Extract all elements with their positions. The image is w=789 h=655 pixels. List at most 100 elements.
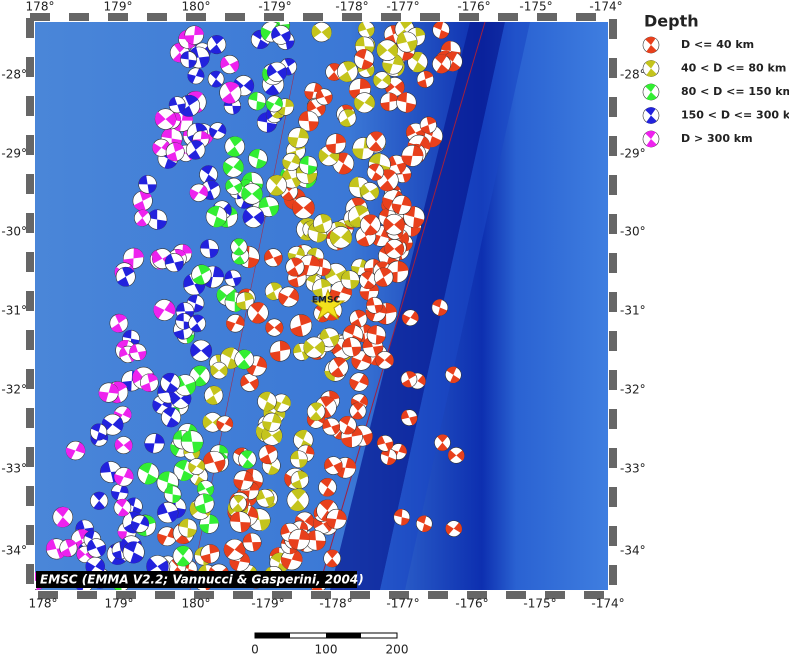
- ball-wedge: [420, 116, 437, 134]
- ball-wedge: [448, 449, 465, 461]
- ball-wedge: [187, 294, 204, 313]
- ball-wedge: [266, 282, 282, 300]
- event: [292, 196, 315, 219]
- event: [359, 214, 381, 236]
- ball-wedge: [240, 375, 259, 390]
- ball-wedge: [187, 68, 205, 84]
- ball-wedge: [162, 372, 179, 393]
- ball-wedge: [153, 301, 176, 319]
- event: [383, 213, 405, 236]
- ball-wedge: [226, 315, 245, 332]
- ball-wedge: [220, 56, 239, 73]
- ball-wedge: [259, 445, 277, 464]
- emsc-star: [310, 288, 346, 321]
- ball-wedge: [243, 532, 262, 552]
- ball-wedge: [367, 325, 386, 345]
- ball-wedge: [291, 471, 309, 489]
- event: [168, 96, 186, 114]
- ball-wedge: [147, 209, 167, 230]
- event: [326, 508, 347, 530]
- lon-label: 179°: [104, 0, 133, 14]
- event: [109, 313, 129, 333]
- ball-wedge: [283, 188, 306, 210]
- event: [265, 318, 284, 337]
- ball-wedge: [437, 434, 448, 451]
- ball-wedge: [316, 89, 333, 105]
- lon-label: 179°: [105, 597, 134, 611]
- ball-wedge: [249, 149, 267, 169]
- ball-wedge: [265, 321, 284, 334]
- event: [144, 433, 165, 454]
- lat-label: -33°: [620, 462, 646, 476]
- ball-wedge: [401, 371, 417, 388]
- ball-wedge: [299, 155, 317, 175]
- event: [313, 213, 333, 234]
- ball-wedge: [257, 112, 277, 133]
- ball-wedge: [312, 279, 332, 298]
- event: [365, 131, 387, 152]
- event: [338, 108, 357, 127]
- event: [324, 456, 343, 475]
- ball-wedge: [379, 169, 396, 192]
- event: [447, 447, 465, 464]
- event: [138, 175, 157, 194]
- ball-wedge: [179, 95, 199, 117]
- ball-wedge: [352, 402, 364, 420]
- event: [396, 31, 418, 53]
- ball-wedge: [417, 515, 432, 533]
- ball-wedge: [445, 522, 462, 535]
- ball-wedge: [232, 495, 245, 512]
- ball-wedge: [445, 51, 461, 72]
- event: [265, 95, 283, 113]
- event: [202, 450, 226, 474]
- legend-symbol: [642, 60, 660, 77]
- ball-wedge: [320, 478, 335, 497]
- event: [224, 136, 245, 157]
- ball-wedge: [327, 63, 341, 81]
- ball-wedge: [311, 24, 332, 40]
- ball-wedge: [136, 209, 149, 227]
- event: [216, 415, 234, 433]
- event: [111, 483, 129, 501]
- ball-wedge: [361, 271, 375, 289]
- ball-wedge: [60, 539, 77, 557]
- event: [131, 514, 149, 533]
- lon-label: 180°: [182, 0, 211, 14]
- event: [191, 264, 212, 285]
- lat-label: -29°: [620, 147, 646, 161]
- ball-wedge: [266, 97, 283, 111]
- ball-wedge: [241, 186, 263, 201]
- scale-label: 200: [386, 643, 409, 655]
- ball-wedge: [133, 191, 152, 211]
- ball-wedge: [165, 253, 184, 272]
- event: [113, 498, 132, 517]
- trench: [330, 22, 505, 590]
- ball-wedge: [339, 416, 355, 435]
- ball-wedge: [387, 155, 406, 174]
- lon-label: -179°: [251, 597, 284, 611]
- ball-wedge: [290, 450, 308, 468]
- ball-wedge: [87, 539, 106, 557]
- ball-wedge: [278, 288, 299, 305]
- ball-wedge: [366, 297, 383, 314]
- event: [224, 269, 242, 287]
- lat-label: -32°: [620, 383, 646, 397]
- event: [220, 54, 240, 74]
- ball-wedge: [391, 195, 412, 214]
- event: [157, 526, 177, 547]
- ball-wedge: [434, 54, 449, 74]
- event: [366, 325, 386, 345]
- ball-wedge: [341, 270, 360, 290]
- event: [290, 470, 309, 489]
- ball-wedge: [176, 545, 190, 567]
- event: [396, 92, 417, 113]
- event: [431, 299, 449, 316]
- ball-wedge: [313, 214, 332, 233]
- ball-wedge: [117, 267, 135, 287]
- ball-wedge: [261, 427, 283, 444]
- event: [226, 314, 245, 333]
- ball-wedge: [262, 413, 282, 431]
- lon-label: -179°: [258, 0, 291, 14]
- ball-wedge: [114, 438, 133, 452]
- ball-wedge: [269, 340, 291, 362]
